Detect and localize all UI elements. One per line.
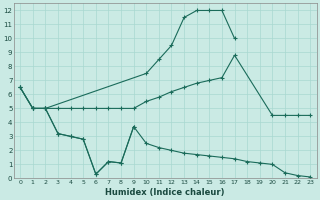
X-axis label: Humidex (Indice chaleur): Humidex (Indice chaleur)	[106, 188, 225, 197]
